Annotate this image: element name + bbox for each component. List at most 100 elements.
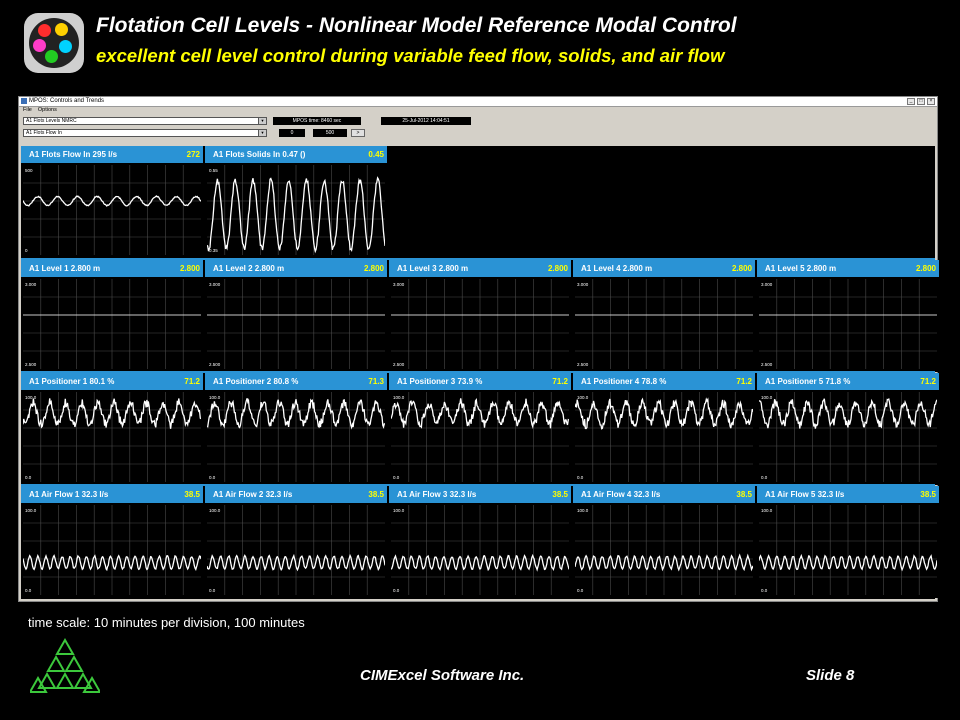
trend-panel[interactable]: A1 Positioner 3 73.9 % 71.2 100.0 0.0	[389, 373, 571, 485]
y-axis-max-label: 500	[25, 168, 33, 173]
trend-grid: A1 Flots Flow In 295 l/s 272 500 0 A1 Flots …	[21, 146, 939, 599]
trend-label: A1 Positioner 1 80.1 %	[29, 377, 115, 386]
y-axis-max-label: 100.0	[577, 395, 589, 400]
y-axis-min-label: 0.0	[761, 475, 768, 480]
trend-plot: 100.0 0.0	[759, 505, 937, 595]
time-scale-note: time scale: 10 minutes per division, 100…	[28, 615, 305, 630]
trend-panel[interactable]: A1 Positioner 2 80.8 % 71.3 100.0 0.0	[205, 373, 387, 485]
trend-label: A1 Air Flow 2 32.3 l/s	[213, 490, 293, 499]
trend-value: 71.3	[368, 377, 384, 386]
row-divider	[21, 258, 935, 260]
trend-panel[interactable]: A1 Air Flow 4 32.3 l/s 38.5 100.0 0.0	[573, 486, 755, 598]
trend-panel[interactable]: A1 Level 3 2.800 m 2.800 3.000 2.500	[389, 260, 571, 372]
y-axis-max-label: 100.0	[209, 508, 221, 513]
y-axis-min-label: 0	[25, 248, 28, 253]
trend-line	[207, 553, 385, 572]
trend-panel-header: A1 Air Flow 4 32.3 l/s 38.5	[573, 486, 755, 503]
y-axis-min-label: 2.500	[209, 362, 221, 367]
y-axis-min-label: 2.500	[577, 362, 589, 367]
trend-label: A1 Positioner 3 73.9 %	[397, 377, 483, 386]
minimize-button[interactable]: _	[907, 98, 915, 105]
y-axis-max-label: 100.0	[25, 508, 37, 513]
trend-panel-header: A1 Positioner 3 73.9 % 71.2	[389, 373, 571, 390]
y-axis-min-label: 0.35	[209, 248, 218, 253]
trend-line	[23, 553, 201, 572]
menu-file[interactable]: File	[23, 107, 32, 113]
trend-chart	[759, 392, 937, 482]
trend-group-select[interactable]: A1 Flots Levels NMRC ▼	[23, 117, 267, 125]
trend-value: 71.2	[920, 377, 936, 386]
trend-plot: 100.0 0.0	[207, 505, 385, 595]
trend-chart	[391, 279, 569, 369]
trend-line	[575, 397, 753, 430]
trend-panel-header: A1 Air Flow 1 32.3 l/s 38.5	[21, 486, 203, 503]
range-min-field[interactable]: 0	[279, 129, 305, 137]
trend-variable-select[interactable]: A1 Flots Flow In ▼	[23, 129, 267, 137]
trend-chart	[575, 279, 753, 369]
trend-line	[575, 553, 753, 572]
maximize-button[interactable]: □	[917, 98, 925, 105]
close-button[interactable]: ×	[927, 98, 935, 105]
trend-panel[interactable]: A1 Positioner 4 78.8 % 71.2 100.0 0.0	[573, 373, 755, 485]
trend-plot: 0.55 0.35	[207, 165, 385, 255]
chevron-down-icon[interactable]: ▼	[258, 118, 266, 124]
trend-panel-header: A1 Air Flow 3 32.3 l/s 38.5	[389, 486, 571, 503]
trend-value: 71.2	[184, 377, 200, 386]
trend-plot: 100.0 0.0	[575, 505, 753, 595]
y-axis-max-label: 3.000	[761, 282, 773, 287]
menu-options[interactable]: Options	[37, 107, 57, 113]
trend-plot: 3.000 2.500	[575, 279, 753, 369]
trend-panel[interactable]: A1 Flots Solids In 0.47 () 0.45 0.55 0.35	[205, 146, 387, 258]
row-divider	[21, 371, 935, 373]
y-axis-min-label: 0.0	[209, 588, 216, 593]
trend-panel-header: A1 Positioner 5 71.8 % 71.2	[757, 373, 939, 390]
trend-value: 38.5	[368, 490, 384, 499]
trend-plot: 100.0 0.0	[207, 392, 385, 482]
datetime-display: 25-Jul-2012 14:04:51	[381, 117, 471, 125]
y-axis-max-label: 100.0	[761, 395, 773, 400]
trend-value: 2.800	[731, 264, 752, 273]
trend-panel-header: A1 Level 3 2.800 m 2.800	[389, 260, 571, 277]
trend-panel[interactable]: A1 Level 5 2.800 m 2.800 3.000 2.500	[757, 260, 939, 372]
go-button[interactable]: >	[351, 129, 365, 137]
trend-panel[interactable]: A1 Air Flow 3 32.3 l/s 38.5 100.0 0.0	[389, 486, 571, 598]
trend-panel[interactable]: A1 Air Flow 2 32.3 l/s 38.5 100.0 0.0	[205, 486, 387, 598]
trend-plot: 100.0 0.0	[575, 392, 753, 482]
trend-chart	[391, 505, 569, 595]
y-axis-max-label: 3.000	[393, 282, 405, 287]
trend-panel[interactable]: A1 Level 4 2.800 m 2.800 3.000 2.500	[573, 260, 755, 372]
trend-panel[interactable]: A1 Air Flow 5 32.3 l/s 38.5 100.0 0.0	[757, 486, 939, 598]
trend-panel[interactable]: A1 Flots Flow In 295 l/s 272 500 0	[21, 146, 203, 258]
trend-panel[interactable]: A1 Level 1 2.800 m 2.800 3.000 2.500	[21, 260, 203, 372]
y-axis-max-label: 3.000	[25, 282, 37, 287]
trend-chart	[759, 505, 937, 595]
trend-panel[interactable]: A1 Positioner 5 71.8 % 71.2 100.0 0.0	[757, 373, 939, 485]
trend-panel[interactable]: A1 Level 2 2.800 m 2.800 3.000 2.500	[205, 260, 387, 372]
trend-panel-header: A1 Level 1 2.800 m 2.800	[21, 260, 203, 277]
trend-label: A1 Level 3 2.800 m	[397, 264, 469, 273]
window-titlebar: MPOS: Controls and Trends _ □ ×	[19, 97, 937, 107]
trend-panel-header: A1 Level 4 2.800 m 2.800	[573, 260, 755, 277]
y-axis-min-label: 0.0	[577, 588, 584, 593]
range-max-field[interactable]: 500	[313, 129, 347, 137]
chevron-down-icon[interactable]: ▼	[258, 130, 266, 136]
y-axis-max-label: 3.000	[577, 282, 589, 287]
trend-panel[interactable]: A1 Air Flow 1 32.3 l/s 38.5 100.0 0.0	[21, 486, 203, 598]
slide-subtitle: excellent cell level control during vari…	[96, 45, 725, 66]
trend-chart	[23, 392, 201, 482]
trend-label: A1 Level 2 2.800 m	[213, 264, 285, 273]
trend-plot: 3.000 2.500	[207, 279, 385, 369]
trend-chart	[575, 392, 753, 482]
trend-value: 272	[186, 150, 200, 159]
y-axis-min-label: 0.0	[209, 475, 216, 480]
trend-plot: 3.000 2.500	[391, 279, 569, 369]
trend-panel-header: A1 Positioner 4 78.8 % 71.2	[573, 373, 755, 390]
trend-value: 38.5	[736, 490, 752, 499]
y-axis-max-label: 100.0	[393, 395, 405, 400]
trend-chart	[207, 505, 385, 595]
trend-value: 2.800	[179, 264, 200, 273]
trend-chart	[23, 165, 201, 255]
trend-label: A1 Positioner 2 80.8 %	[213, 377, 299, 386]
y-axis-min-label: 0.0	[577, 475, 584, 480]
trend-panel[interactable]: A1 Positioner 1 80.1 % 71.2 100.0 0.0	[21, 373, 203, 485]
